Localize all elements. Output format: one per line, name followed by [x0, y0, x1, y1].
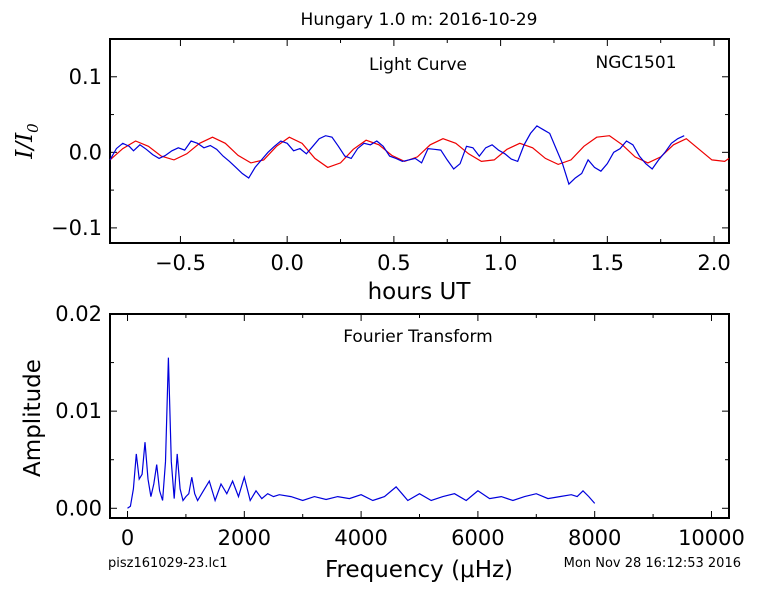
- light-curve-xtick-label: −0.5: [155, 251, 206, 275]
- fourier-xlabel: Frequency (μHz): [325, 557, 513, 583]
- light-curve-xtick-label: 1.0: [484, 251, 517, 275]
- light-curve-ytick-label: −0.1: [51, 216, 102, 240]
- light-curve-xlabel: hours UT: [368, 279, 472, 305]
- light-curve-ylabel: I/I0: [12, 123, 42, 160]
- fourier-ytick-label: 0.02: [55, 302, 102, 326]
- model-curve-line: [109, 135, 730, 169]
- light-curve-xtick-label: 0.0: [270, 251, 303, 275]
- fourier-ylabel: Amplitude: [20, 359, 46, 477]
- footer-timestamp: Mon Nov 28 16:12:53 2016: [564, 556, 741, 571]
- light-curve-xtick-label: 2.0: [697, 251, 730, 275]
- fourier-ticks: 0 2000 4000 6000 8000 10000 0.00 0.01 0.02: [55, 302, 745, 550]
- light-curve-ticks: −0.5 0.0 0.5 1.0 1.5 2.0 −0.1 0.0 0.1: [51, 39, 731, 275]
- fourier-spectrum-line: [127, 357, 596, 509]
- fourier-xtick-label: 8000: [568, 526, 621, 550]
- light-curve-line: [109, 125, 685, 186]
- light-curve-xtick-label: 0.5: [377, 251, 410, 275]
- fourier-xtick-label: 0: [121, 526, 134, 550]
- light-curve-panel: −0.5 0.0 0.5 1.0 1.5 2.0 −0.1 0.0 0.1 Light Curv…: [12, 38, 731, 305]
- footer-filename: pisz161029-23.lc1: [108, 556, 227, 571]
- light-curve-ytick-label: 0.1: [69, 65, 102, 89]
- fourier-xtick-label: 2000: [218, 526, 271, 550]
- fourier-xtick-label: 4000: [334, 526, 387, 550]
- fourier-xtick-label: 10000: [678, 526, 745, 550]
- object-name-annotation: NGC1501: [595, 53, 676, 73]
- fourier-annotation: Fourier Transform: [343, 327, 492, 347]
- fourier-xtick-label: 6000: [451, 526, 504, 550]
- light-curve-ytick-label: 0.0: [69, 140, 102, 164]
- fourier-panel: 0 2000 4000 6000 8000 10000 0.00 0.01 0.02 Fouri…: [20, 302, 745, 583]
- light-curve-frame: [109, 38, 730, 244]
- light-curve-annotation: Light Curve: [369, 55, 467, 75]
- light-curve-xtick-label: 1.5: [591, 251, 624, 275]
- figure-title: Hungary 1.0 m: 2016-10-29: [301, 10, 538, 30]
- fourier-ytick-label: 0.00: [55, 496, 102, 520]
- fourier-ytick-label: 0.01: [55, 399, 102, 423]
